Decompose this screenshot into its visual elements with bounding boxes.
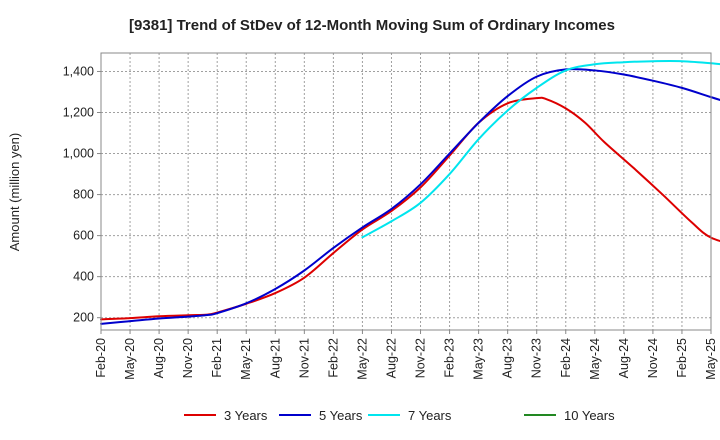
y-tick-label: 1,000 [63,147,94,161]
x-tick-label: Feb-22 [326,338,340,378]
x-tick-label: May-22 [355,338,369,380]
x-tick-label: Aug-22 [384,338,398,378]
x-axis-ticks: Feb-20 May-20 Aug-20 Nov-20 Feb-21 May-21 Aug-… [94,330,718,380]
legend-label-3-years: 3 Years [224,408,268,423]
y-tick-label: 1,400 [63,64,94,78]
chart-title: [9381] Trend of StDev of 12-Month Moving… [129,17,615,34]
x-tick-label: Aug-23 [501,338,515,378]
x-tick-label: May-25 [704,338,718,380]
legend-label-7-years: 7 Years [408,408,452,423]
x-tick-label: Feb-23 [443,338,457,378]
legend-label-10-years: 10 Years [564,408,615,423]
series-layer [100,60,720,325]
x-tick-label: Nov-22 [414,338,428,378]
y-tick-label: 400 [73,270,94,284]
y-tick-label: 800 [73,188,94,202]
x-tick-label: May-24 [588,338,602,380]
x-tick-label: Nov-20 [181,338,195,378]
y-tick-label: 600 [73,229,94,243]
x-tick-label: Aug-21 [268,338,282,378]
x-tick-label: Feb-25 [675,338,689,378]
legend: 3 Years 5 Years 7 Years 10 Years [184,408,615,423]
y-tick-label: 200 [73,311,94,325]
x-tick-label: Aug-20 [152,338,166,378]
x-tick-label: Nov-21 [297,338,311,378]
x-tick-label: Feb-24 [559,338,573,378]
y-tick-label: 1,200 [63,106,94,120]
plot-frame [100,52,712,331]
legend-label-5-years: 5 Years [319,408,363,423]
gridlines [101,53,711,330]
x-tick-label: Nov-24 [646,338,660,378]
y-axis-label: Amount (million yen) [7,133,22,252]
x-tick-label: Nov-23 [530,338,544,378]
x-tick-label: Feb-20 [94,338,108,378]
y-axis-ticks: 200 400 600 800 1,000 1,200 1,400 [63,64,101,325]
series-line-3-years [100,96,720,321]
series-line-7-years [361,60,720,239]
x-tick-label: Feb-21 [210,338,224,378]
x-tick-label: May-21 [239,338,253,380]
x-tick-label: May-20 [123,338,137,380]
series-line-5-years [100,68,720,325]
x-tick-label: May-23 [472,338,486,380]
x-tick-label: Aug-24 [617,338,631,378]
